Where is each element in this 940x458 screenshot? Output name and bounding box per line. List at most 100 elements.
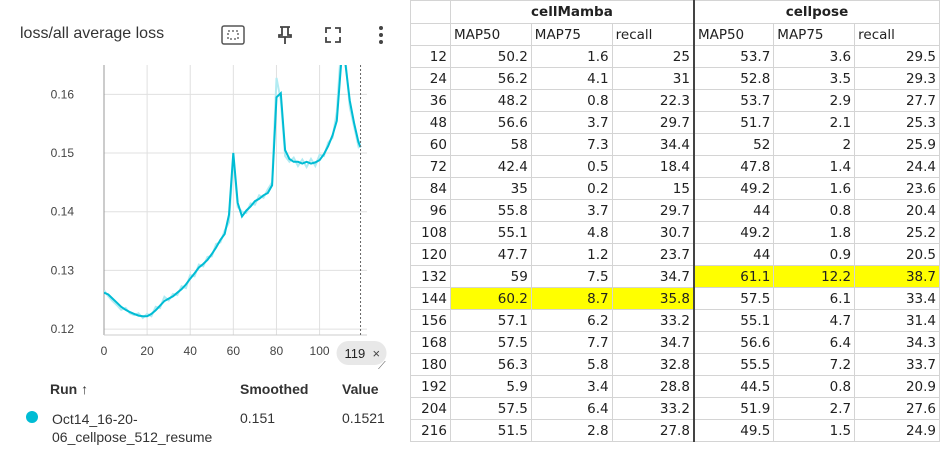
run-color-dot[interactable] [26,411,38,423]
table-cell: 57.5 [449,397,532,420]
table-cell: 7.5 [530,265,613,288]
table-cell: 55.1 [449,221,532,244]
table-cell: 49.5 [692,419,775,442]
epoch-cell: 192 [410,375,451,398]
raw-series-line [104,65,362,320]
table-cell: 55.1 [692,309,775,332]
loss-chart[interactable]: 0.12 0.13 0.14 0.15 0.16 0 20 40 60 80 100 119 × [0,60,400,370]
group-header-cellpose: cellpose [692,0,940,24]
smoothed-series-line [104,65,362,318]
more-options-button[interactable] [366,20,396,50]
col-header-map75: MAP75 [773,23,856,46]
table-cell: 20.5 [854,243,940,266]
table-cell: 24.9 [854,419,940,442]
table-cell: 3.6 [773,45,856,68]
table-cell: 57.5 [692,287,775,310]
table-cell: 1.8 [773,221,856,244]
table-cell: 24.4 [854,155,940,178]
table-cell: 25.9 [854,133,940,156]
legend-header-smoothed[interactable]: Smoothed [240,381,309,397]
epoch-cell: 48 [410,111,451,134]
y-tick-label: 0.12 [51,322,75,336]
resize-handle-icon[interactable]: ⟋ [378,360,386,372]
y-tick-label: 0.15 [51,146,75,160]
table-cell: 60.2 [449,287,532,310]
table-cell: 18.4 [611,155,695,178]
selected-step-badge[interactable]: 119 × [336,341,387,365]
table-row: 48 56.6 3.7 29.7 51.7 2.1 25.3 [410,111,940,134]
table-cell: 56.3 [449,353,532,376]
table-row: 72 42.4 0.5 18.4 47.8 1.4 24.4 [410,155,940,178]
table-cell: 51.9 [692,397,775,420]
fullscreen-button[interactable] [318,20,348,50]
pin-button[interactable] [270,20,300,50]
table-cell: 25 [611,45,695,68]
table-cell: 4.1 [530,67,613,90]
table-cell: 3.7 [530,199,613,222]
x-tick-label: 0 [101,344,108,358]
table-cell: 50.2 [449,45,532,68]
group-header-cellmamba: cellMamba [449,0,695,24]
table-cell: 2.7 [773,397,856,420]
table-cell: 0.8 [773,199,856,222]
table-cell: 0.8 [530,89,613,112]
table-cell: 47.8 [692,155,775,178]
table-cell: 29.7 [611,111,695,134]
x-tick-label: 20 [140,344,154,358]
table-cell: 6.4 [773,331,856,354]
table-cell: 61.1 [692,265,775,288]
table-cell: 32.8 [611,353,695,376]
table-cell: 57.1 [449,309,532,332]
table-cell: 5.8 [530,353,613,376]
table-cell: 55.5 [692,353,775,376]
table-cell: 44 [692,243,775,266]
table-cell: 56.6 [449,111,532,134]
table-cell: 0.8 [773,375,856,398]
close-icon[interactable]: × [373,346,381,361]
table-row: 204 57.5 6.4 33.2 51.9 2.7 27.6 [410,397,940,420]
table-cell: 35.8 [611,287,695,310]
table-row: 144 60.2 8.7 35.8 57.5 6.1 33.4 [410,287,940,310]
table-cell: 1.6 [530,45,613,68]
col-header-map75: MAP75 [530,23,613,46]
pin-icon [278,26,292,44]
legend-header-run[interactable]: Run ↑ [50,381,89,397]
epoch-cell: 12 [410,45,451,68]
table-cell: 1.6 [773,177,856,200]
table-cell: 6.2 [530,309,613,332]
table-cell: 48.2 [449,89,532,112]
legend-header-value[interactable]: Value [342,381,379,397]
table-row: 120 47.7 1.2 23.7 44 0.9 20.5 [410,243,940,266]
table-cell: 7.3 [530,133,613,156]
fit-domain-icon [221,25,245,45]
table-cell: 0.9 [773,243,856,266]
table-cell: 34.4 [611,133,695,156]
epoch-cell: 96 [410,199,451,222]
run-name: Oct14_16-20-06_cellpose_512_resume [52,411,213,445]
table-cell: 25.2 [854,221,940,244]
fit-domain-button[interactable] [218,20,248,50]
table-row: 96 55.8 3.7 29.7 44 0.8 20.4 [410,199,940,222]
table-cell: 51.7 [692,111,775,134]
table-cell: 27.8 [611,419,695,442]
table-cell: 27.7 [854,89,940,112]
col-header-map50: MAP50 [449,23,532,46]
table-cell: 55.8 [449,199,532,222]
col-header-map50: MAP50 [692,23,775,46]
table-cell: 58 [449,133,532,156]
epoch-cell: 60 [410,133,451,156]
table-cell: 29.5 [854,45,940,68]
epoch-cell: 180 [410,353,451,376]
table-cell: 29.7 [611,199,695,222]
results-table: cellMamba cellpose MAP50 MAP75 recall MA… [410,0,940,442]
table-row: 60 58 7.3 34.4 52 2 25.9 [410,133,940,156]
table-cell: 0.2 [530,177,613,200]
table-cell: 1.2 [530,243,613,266]
epoch-cell: 132 [410,265,451,288]
epoch-cell: 72 [410,155,451,178]
table-cell: 59 [449,265,532,288]
epoch-cell: 144 [410,287,451,310]
y-tick-label: 0.16 [51,87,75,101]
table-cell: 35 [449,177,532,200]
col-header-recall: recall [611,23,695,46]
